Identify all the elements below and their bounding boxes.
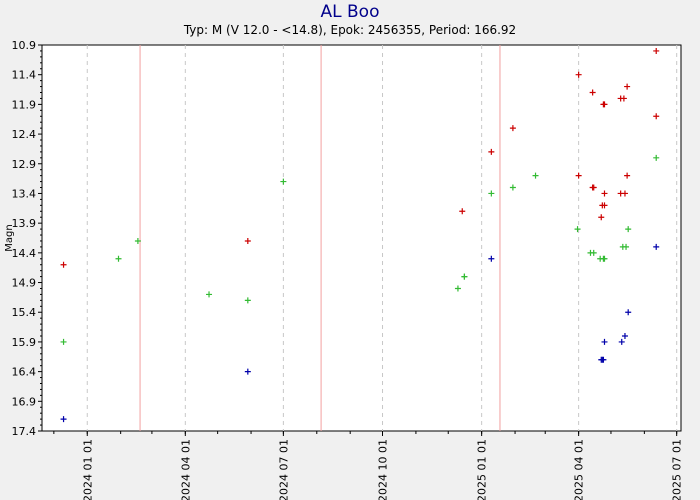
y-axis-ticks: 10.9 11.4 11.9 12.4 12.9 13.4 13.9 14.4 14.9 15.4… <box>12 39 42 438</box>
y-tick-label: 15.9 <box>12 336 37 349</box>
data-point <box>625 226 632 233</box>
data-point <box>625 309 632 316</box>
data-point <box>488 190 495 197</box>
data-point <box>575 172 582 179</box>
data-point <box>134 237 141 244</box>
grid <box>86 45 678 431</box>
x-tick-label: 2024 07 01 <box>277 439 290 500</box>
y-tick-label: 14.9 <box>12 277 37 290</box>
data-point <box>60 416 67 423</box>
data-point <box>488 148 495 155</box>
chart-title: AL Boo <box>321 2 380 22</box>
x-tick-label: 2024 04 01 <box>179 439 192 500</box>
y-tick-label: 12.4 <box>12 128 37 141</box>
data-point <box>60 338 67 345</box>
data-point <box>509 184 516 191</box>
data-point <box>590 249 597 256</box>
y-tick-label: 15.4 <box>12 306 37 319</box>
data-point <box>575 71 582 78</box>
y-tick-label: 16.9 <box>12 395 37 408</box>
data-point <box>601 190 608 197</box>
data-point <box>459 208 466 215</box>
data-point <box>454 285 461 292</box>
maxima-lines <box>139 45 501 431</box>
data-point <box>621 332 628 339</box>
data-point <box>624 83 631 90</box>
y-tick-label: 10.9 <box>12 39 37 52</box>
y-axis-label: Magn <box>4 224 15 251</box>
data-point <box>115 255 122 262</box>
data-point <box>653 154 660 161</box>
y-tick-label: 12.9 <box>12 158 37 171</box>
data-point <box>590 184 597 191</box>
data-point <box>488 255 495 262</box>
data-point <box>620 95 627 102</box>
y-tick-label: 17.4 <box>12 425 37 438</box>
y-tick-label: 11.4 <box>12 69 37 82</box>
data-point <box>206 291 213 298</box>
data-points <box>60 47 660 423</box>
x-tick-label: 2024 01 01 <box>81 439 94 500</box>
data-point <box>244 297 251 304</box>
data-point <box>589 89 596 96</box>
y-tick-label: 14.4 <box>12 247 37 260</box>
x-tick-label: 2025 07 01 <box>671 439 684 500</box>
data-point <box>509 125 516 132</box>
x-tick-label: 2025 01 01 <box>476 439 489 500</box>
data-point <box>601 255 608 262</box>
data-point <box>601 202 608 209</box>
x-tick-label: 2024 10 01 <box>377 439 390 500</box>
data-point <box>244 368 251 375</box>
data-point <box>60 261 67 268</box>
x-axis-ticks: 2024 01 01 2024 04 01 2024 07 01 2024 10 01… <box>53 431 684 500</box>
data-point <box>653 113 660 120</box>
data-point <box>244 237 251 244</box>
data-point <box>653 47 660 54</box>
data-point <box>618 338 625 345</box>
x-tick-label: 2025 04 01 <box>573 439 586 500</box>
data-point <box>623 243 630 250</box>
chart-subtitle: Typ: M (V 12.0 - <14.8), Epok: 2456355, … <box>183 23 516 37</box>
y-tick-label: 13.4 <box>12 187 37 200</box>
y-tick-label: 13.9 <box>12 217 37 230</box>
data-point <box>601 338 608 345</box>
data-point <box>532 172 539 179</box>
data-point <box>624 172 631 179</box>
data-point <box>280 178 287 185</box>
data-point <box>461 273 468 280</box>
data-point <box>600 356 607 363</box>
data-point <box>621 190 628 197</box>
data-point <box>601 101 608 108</box>
plot-area <box>41 44 682 432</box>
y-tick-label: 11.9 <box>12 98 37 111</box>
data-point <box>598 214 605 221</box>
data-point <box>653 243 660 250</box>
data-point <box>574 226 581 233</box>
y-tick-label: 16.4 <box>12 366 37 379</box>
